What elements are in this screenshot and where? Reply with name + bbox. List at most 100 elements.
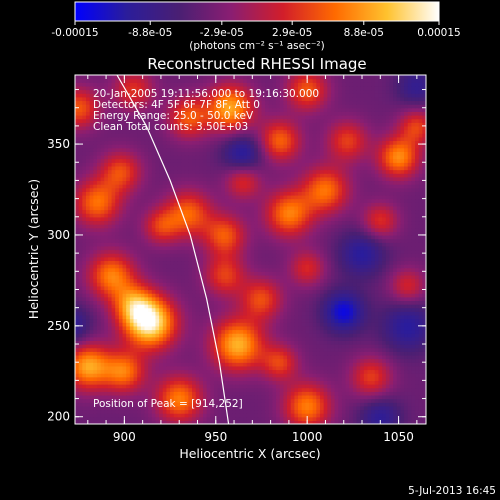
heatmap-cell	[287, 300, 292, 305]
heatmap-cell	[396, 394, 402, 400]
heatmap-cell	[283, 413, 288, 418]
heatmap-cell	[290, 289, 295, 294]
heatmap-cell	[287, 322, 292, 327]
heatmap-cell	[129, 234, 135, 240]
heatmap-cell	[367, 405, 372, 411]
heatmap-cell	[338, 394, 343, 400]
heatmap-cell	[202, 245, 208, 251]
heatmap-cell	[111, 347, 116, 352]
heatmap-cell	[232, 354, 237, 360]
heatmap-cell	[301, 344, 306, 349]
heatmap-cell	[195, 245, 200, 251]
heatmap-cell	[305, 358, 310, 363]
heatmap-cell	[78, 285, 83, 291]
heatmap-cell	[389, 358, 394, 363]
heatmap-cell	[371, 260, 376, 265]
heatmap-cell	[159, 267, 164, 272]
heatmap-cell	[243, 264, 248, 269]
heatmap-cell	[75, 253, 80, 258]
heatmap-cell	[287, 402, 292, 407]
heatmap-cell	[159, 289, 164, 294]
heatmap-cell	[82, 405, 87, 411]
heatmap-cell	[257, 296, 263, 301]
heatmap-cell	[334, 271, 339, 276]
heatmap-cell	[396, 311, 402, 316]
heatmap-cell	[148, 398, 153, 403]
heatmap-cell	[422, 282, 426, 287]
heatmap-cell	[290, 304, 295, 309]
heatmap-cell	[327, 253, 332, 258]
heatmap-cell	[151, 373, 157, 378]
heatmap-cell	[104, 394, 109, 400]
heatmap-cell	[268, 391, 274, 396]
heatmap-cell	[276, 245, 281, 251]
heatmap-cell	[107, 329, 113, 334]
heatmap-cell	[181, 420, 186, 424]
heatmap-cell	[137, 398, 142, 403]
heatmap-cell	[213, 234, 219, 240]
heatmap-cell	[232, 380, 237, 385]
heatmap-cell	[385, 405, 391, 411]
heatmap-cell	[188, 384, 193, 389]
heatmap-cell	[363, 420, 369, 424]
heatmap-cell	[170, 314, 175, 320]
heatmap-cell	[118, 376, 124, 381]
heatmap-cell	[217, 405, 222, 411]
heatmap-cell	[411, 409, 416, 414]
heatmap-cell	[330, 234, 336, 240]
heatmap-cell	[345, 347, 350, 352]
heatmap-cell	[316, 347, 321, 352]
heatmap-cell	[272, 347, 277, 352]
heatmap-cell	[221, 413, 226, 418]
heatmap-cell	[188, 314, 193, 320]
heatmap-cell	[246, 307, 252, 312]
heatmap-cell	[148, 256, 153, 262]
heatmap-cell	[221, 402, 226, 407]
heatmap-cell	[254, 304, 259, 309]
heatmap-cell	[89, 413, 94, 418]
heatmap-cell	[107, 420, 113, 424]
heatmap-cell	[415, 264, 420, 269]
heatmap-cell	[75, 314, 80, 320]
heatmap-cell	[210, 245, 215, 251]
heatmap-cell	[371, 347, 376, 352]
heatmap-cell	[188, 300, 193, 305]
heatmap-cell	[235, 256, 241, 262]
heatmap-cell	[312, 369, 317, 374]
heatmap-cell	[111, 325, 116, 331]
heatmap-cell	[378, 282, 383, 287]
heatmap-cell	[104, 318, 109, 323]
heatmap-cell	[100, 271, 105, 276]
heatmap-cell	[319, 242, 325, 247]
heatmap-cell	[151, 416, 157, 421]
heatmap-cell	[202, 329, 208, 334]
heatmap-cell	[411, 314, 416, 320]
heatmap-cell	[173, 278, 178, 283]
heatmap-cell	[166, 293, 171, 298]
heatmap-cell	[363, 296, 369, 301]
heatmap-cell	[349, 253, 354, 258]
heatmap-cell	[221, 256, 226, 262]
heatmap-cell	[404, 274, 409, 280]
heatmap-cell	[89, 304, 94, 309]
heatmap-cell	[301, 282, 306, 287]
heatmap-cell	[228, 300, 233, 305]
heatmap-cell	[85, 274, 91, 280]
heatmap-cell	[173, 314, 178, 320]
heatmap-cell	[327, 264, 332, 269]
heatmap-cell	[279, 307, 285, 312]
heatmap-cell	[239, 300, 244, 305]
heatmap-cell	[411, 242, 416, 247]
heatmap-cell	[78, 351, 83, 356]
heatmap-cell	[363, 398, 369, 403]
heatmap-cell	[393, 373, 398, 378]
heatmap-cell	[374, 282, 380, 287]
heatmap-cell	[360, 249, 365, 254]
heatmap-cell	[356, 264, 361, 269]
heatmap-cell	[137, 380, 142, 385]
heatmap-cell	[305, 256, 310, 262]
heatmap-cell	[283, 340, 288, 345]
heatmap-cell	[305, 296, 310, 301]
heatmap-cell	[104, 405, 109, 411]
heatmap-cell	[341, 413, 347, 418]
